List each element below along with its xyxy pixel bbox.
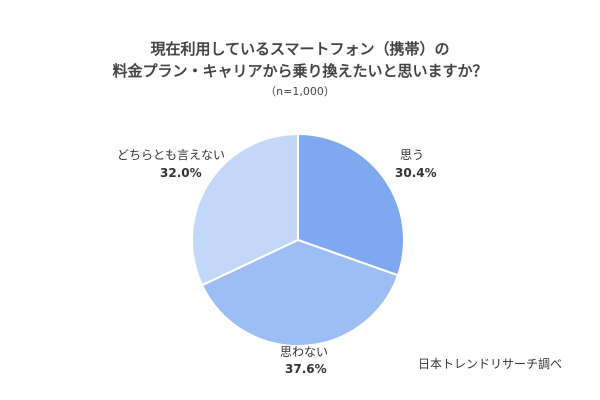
slice-label-dochiratomo: どちらとも言えない — [117, 148, 226, 162]
chart-title-line-1: 現在利用しているスマートフォン（携帯）の — [150, 40, 450, 58]
pie-slice-dochiratomo — [191, 132, 299, 287]
source-credit: 日本トレンドリサーチ調べ — [418, 357, 563, 371]
slice-value-omou: 30.4% — [395, 166, 437, 180]
slice-label-omowanai: 思わない — [280, 345, 329, 359]
sample-size-note: （n=1,000） — [265, 85, 335, 98]
slice-value-dochiratomo: 32.0% — [160, 166, 202, 180]
slice-value-omowanai: 37.6% — [285, 362, 327, 376]
chart-title-line-2: 料金プラン・キャリアから乗り換えたいと思いますか？ — [112, 62, 488, 80]
pie-slice-omowanai — [200, 238, 400, 347]
pie-slice-omou — [297, 132, 405, 277]
slice-label-omou: 思う — [400, 148, 425, 162]
